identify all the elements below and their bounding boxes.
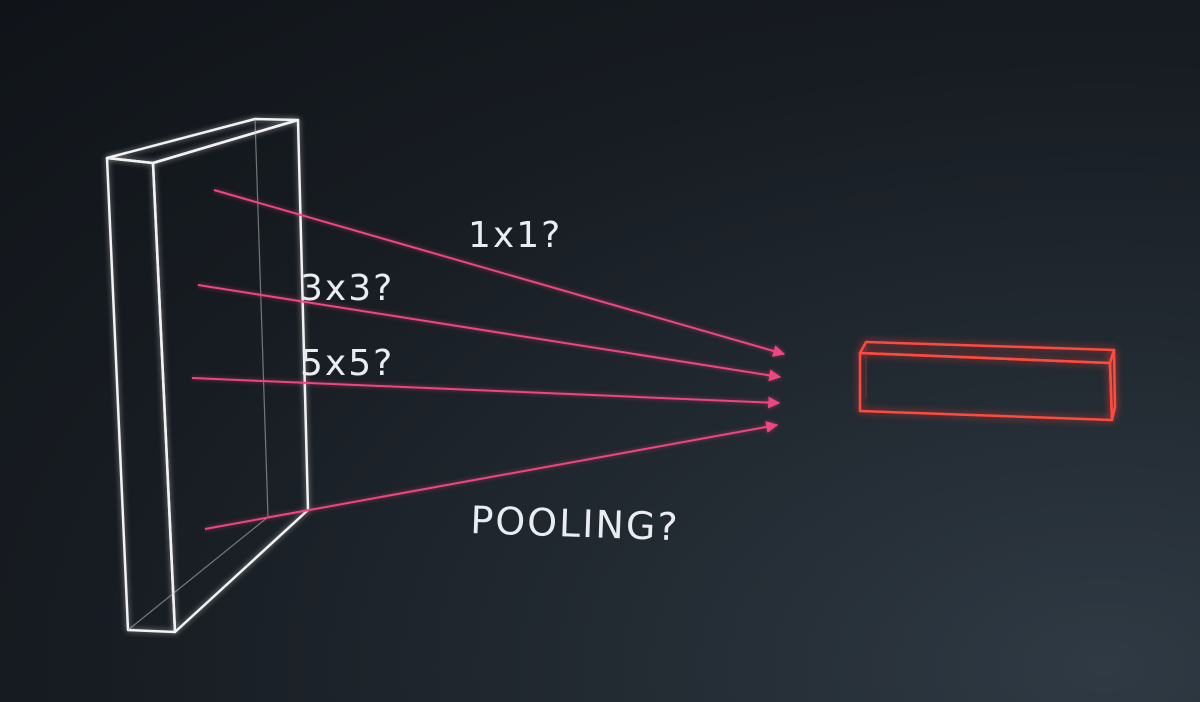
output-side-face — [1108, 348, 1117, 422]
arrow-pooling — [204, 421, 779, 530]
arrow-3x3 — [197, 284, 782, 382]
input-volume-block — [105, 117, 310, 634]
output-top-face — [858, 340, 1116, 365]
arrow-1x1 — [213, 189, 786, 357]
output-volume-block — [858, 340, 1117, 422]
label-1x1: 1x1? — [468, 215, 562, 256]
input-top-face — [105, 117, 300, 165]
label-3x3: 3x3? — [300, 268, 394, 309]
input-side-face — [151, 118, 310, 634]
arrow-group — [191, 189, 786, 530]
output-front-face — [858, 351, 1114, 422]
label-5x5: 5x5? — [300, 343, 394, 384]
label-pooling: POOLING? — [470, 498, 681, 549]
arrow-5x5 — [191, 377, 781, 409]
